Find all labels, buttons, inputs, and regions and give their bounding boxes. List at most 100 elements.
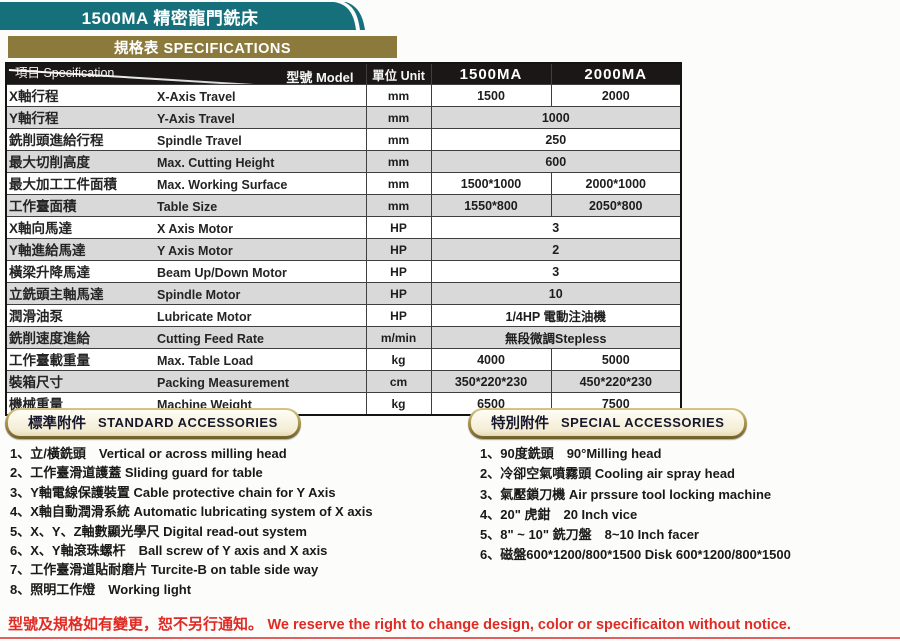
spec-zh: Y軸行程 [9, 111, 59, 126]
banner-curve-decoration [320, 2, 365, 30]
spec-en: Max. Cutting Height [157, 156, 275, 170]
unit-cell: kg [365, 348, 432, 371]
standard-accessories-title-zh: 標準附件 [28, 416, 86, 432]
page-title: 1500MA 精密龍門銑床 [81, 8, 259, 28]
spec-zh: X軸向馬達 [9, 221, 73, 236]
spec-zh: 工作臺面積 [9, 199, 77, 214]
spec-zh: 最大切削高度 [9, 155, 90, 170]
table-row: 工作臺載重量 Max. Table Load kg 4000 5000 [5, 348, 682, 371]
value-2000ma: 2000 [550, 84, 682, 107]
spec-en: X-Axis Travel [157, 90, 236, 104]
spec-en: Beam Up/Down Motor [157, 266, 287, 280]
unit-cell: kg [365, 392, 432, 416]
disclaimer-zh: 型號及規格如有變更，恕不另行通知。 [8, 616, 264, 633]
value-2000ma: 450*220*230 [550, 370, 682, 393]
spec-en: Cutting Feed Rate [157, 332, 264, 346]
unit-cell: cm [365, 370, 432, 393]
table-header-row: 型號 Model 項目 Specification 單位 Unit 1500MA… [5, 62, 682, 85]
spec-en: Max. Table Load [157, 354, 254, 368]
unit-header: 單位 Unit [365, 62, 432, 85]
table-row: X軸行程 X-Axis Travel mm 1500 2000 [5, 84, 682, 107]
value-merged: 3 [430, 216, 682, 239]
value-1500ma: 4000 [430, 348, 552, 371]
unit-cell: mm [365, 84, 432, 107]
list-item: 1、立/橫銑頭 Vertical or across milling head [10, 446, 287, 461]
list-item: 3、氣壓鎖刀機 Air prssure tool locking machine [480, 486, 772, 502]
spec-zh: X軸行程 [9, 89, 59, 104]
spec-en: Packing Measurement [157, 376, 289, 390]
value-merged: 1000 [430, 106, 682, 129]
special-accessories-title-zh: 特別附件 [491, 416, 549, 432]
special-accessories-header: 特別附件 SPECIAL ACCESSORIES [468, 408, 748, 439]
value-1500ma: 1550*800 [430, 194, 552, 217]
spec-en: Y-Axis Travel [157, 112, 235, 126]
spec-en: Max. Working Surface [157, 178, 288, 192]
list-item: 7、工作臺滑道貼耐磨片 Turcite-B on table side way [10, 562, 319, 578]
list-item: 4、20" 虎鉗 20 Inch vice [480, 506, 638, 522]
list-item: 6、磁盤600*1200/800*1500 Disk 600*1200/800*… [480, 547, 791, 563]
spec-zh: Y軸進給馬達 [9, 243, 86, 258]
spec-en: Lubricate Motor [157, 310, 252, 324]
spec-zh: 工作臺載重量 [9, 353, 90, 368]
spec-zh: 橫梁升降馬達 [9, 265, 90, 280]
spec-en: Table Size [157, 200, 218, 214]
spec-en: Y Axis Motor [157, 244, 233, 258]
list-item: 6、X、Y軸滾珠螺杆 Ball screw of Y axis and X ax… [10, 543, 328, 559]
unit-cell: mm [365, 106, 432, 129]
standard-accessories-title-en: STANDARD ACCESSORIES [98, 415, 278, 430]
disclaimer: 型號及規格如有變更，恕不另行通知。 We reserve the right t… [8, 613, 791, 634]
list-item: 2、工作臺滑道護蓋 Sliding guard for table [10, 465, 263, 481]
value-1500ma: 350*220*230 [430, 370, 552, 393]
unit-cell: HP [365, 238, 432, 261]
table-row: 工作臺面積 Table Size mm 1550*800 2050*800 [5, 194, 682, 217]
value-merged: 無段微調Stepless [430, 326, 682, 349]
value-1500ma: 1500*1000 [430, 172, 552, 195]
spec-zh: 銑削速度進給 [9, 331, 90, 346]
unit-cell: mm [365, 128, 432, 151]
spec-zh: 潤滑油泵 [9, 309, 63, 324]
table-row: 最大切削高度 Max. Cutting Height mm 600 [5, 150, 682, 173]
spec-en: Spindle Motor [157, 288, 241, 302]
model-header-label: 型號 Model [286, 70, 354, 85]
unit-cell: mm [365, 172, 432, 195]
value-merged: 3 [430, 260, 682, 283]
standard-accessories-list: 1、立/橫銑頭 Vertical or across milling head … [10, 444, 373, 599]
standard-accessories-header: 標準附件 STANDARD ACCESSORIES [5, 408, 301, 439]
spec-en: Spindle Travel [157, 134, 242, 148]
list-item: 8、照明工作燈 Working light [10, 581, 192, 597]
model-2000ma-header: 2000MA [550, 62, 682, 85]
list-item: 2、冷卻空氣噴霧頭 Cooling air spray head [480, 466, 735, 482]
value-2000ma: 5000 [550, 348, 682, 371]
unit-cell: HP [365, 304, 432, 327]
title-banner [0, 2, 322, 30]
unit-cell: mm [365, 194, 432, 217]
spec-zh: 立銑頭主軸馬達 [9, 287, 104, 302]
spec-en: X Axis Motor [157, 222, 233, 236]
spec-zh: 銑削頭進給行程 [9, 133, 104, 148]
table-row: X軸向馬達 X Axis Motor HP 3 [5, 216, 682, 239]
specifications-banner: 規格表 SPECIFICATIONS [8, 36, 397, 58]
unit-cell: mm [365, 150, 432, 173]
list-item: 4、X軸自動潤滑系統 Automatic lubricating system … [10, 504, 373, 520]
value-merged: 1/4HP 電動注油機 [430, 304, 682, 327]
corner-header-cell: 型號 Model 項目 Specification [5, 62, 367, 85]
table-row: 銑削頭進給行程 Spindle Travel mm 250 [5, 128, 682, 151]
unit-cell: HP [365, 260, 432, 283]
table-row: Y軸行程 Y-Axis Travel mm 1000 [5, 106, 682, 129]
value-merged: 10 [430, 282, 682, 305]
table-row: 潤滑油泵 Lubricate Motor HP 1/4HP 電動注油機 [5, 304, 682, 327]
table-row: 橫梁升降馬達 Beam Up/Down Motor HP 3 [5, 260, 682, 283]
value-merged: 600 [430, 150, 682, 173]
table-row: 最大加工工件面積 Max. Working Surface mm 1500*100… [5, 172, 682, 195]
value-merged: 250 [430, 128, 682, 151]
table-row: 立銑頭主軸馬達 Spindle Motor HP 10 [5, 282, 682, 305]
unit-cell: HP [365, 282, 432, 305]
table-row: Y軸進給馬達 Y Axis Motor HP 2 [5, 238, 682, 261]
model-1500ma-header: 1500MA [430, 62, 552, 85]
table-row: 銑削速度進給 Cutting Feed Rate m/min 無段微調Steple… [5, 326, 682, 349]
spec-table-container: 型號 Model 項目 Specification 單位 Unit 1500MA… [5, 62, 682, 416]
spec-zh: 最大加工工件面積 [9, 177, 117, 192]
spec-zh: 裝箱尺寸 [9, 375, 63, 390]
list-item: 5、X、Y、Z軸數顯光學尺 Digital read-out system [10, 523, 307, 539]
footer-divider [0, 637, 900, 639]
